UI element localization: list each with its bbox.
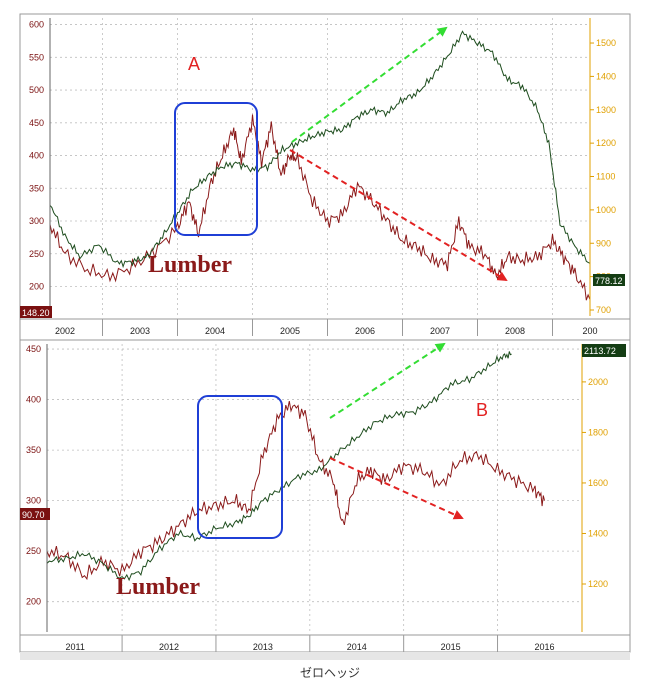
panel-label: B <box>476 400 488 420</box>
x-tick-label: 2012 <box>159 642 179 652</box>
panel-b-frame <box>19 339 631 653</box>
lumber-series-line <box>49 114 591 301</box>
right-tick-label: 1500 <box>596 38 616 48</box>
panel-a-lines <box>49 30 591 301</box>
panel-a-frame <box>19 13 631 341</box>
x-tick-label: 2016 <box>534 642 554 652</box>
panel-b-ticks: 200 250 300 350 400 450 1200 1400 1600 1800 2000 20… <box>20 344 630 652</box>
right-tick-label: 1100 <box>596 172 615 182</box>
left-tick-label: 600 <box>29 20 44 30</box>
x-tick-label: 2004 <box>205 326 225 336</box>
last-value-right: 2113.72 <box>584 346 616 356</box>
panel-a-grid <box>50 18 590 316</box>
last-value-badge-right <box>593 274 625 286</box>
right-tick-label: 2000 <box>588 377 608 387</box>
x-tick-label: 2006 <box>355 326 375 336</box>
last-value-right: 778.12 <box>595 276 623 286</box>
last-value-badge-left <box>20 508 50 520</box>
x-tick-label: 2007 <box>430 326 450 336</box>
right-tick-label: 900 <box>596 238 611 248</box>
x-tick-label: 2015 <box>441 642 461 652</box>
left-tick-label: 400 <box>26 395 41 405</box>
up-trend-arrow <box>329 342 446 419</box>
right-tick-label: 1400 <box>596 71 616 81</box>
down-trend-arrow <box>289 149 508 282</box>
x-tick-label: 2014 <box>347 642 367 652</box>
right-tick-label: 1200 <box>588 579 608 589</box>
left-tick-label: 300 <box>29 216 44 226</box>
x-tick-label: 2011 <box>65 642 84 652</box>
highlight-box <box>197 395 283 539</box>
panel-b: 200 250 300 350 400 450 1200 1400 1600 1800 2000 20… <box>19 339 631 653</box>
left-tick-label: 550 <box>29 52 44 62</box>
x-tick-label: 200 <box>582 326 597 336</box>
panel-b-annotations: B Lumber 90.70 2113.72 <box>20 342 626 600</box>
caption: ゼロヘッジ <box>299 666 360 680</box>
right-tick-label: 1000 <box>596 205 616 215</box>
right-tick-label: 1800 <box>588 427 608 437</box>
last-value-badge-right <box>582 344 626 357</box>
x-tick-label: 2002 <box>55 326 75 336</box>
right-tick-label: 1400 <box>588 528 608 538</box>
last-value-left: 148.20 <box>22 308 50 318</box>
x-tick-label: 2003 <box>130 326 150 336</box>
panel-a-annotations: A Lumber 148.20 778.12 <box>20 26 625 318</box>
left-tick-label: 350 <box>26 445 41 455</box>
series-label-lumber: Lumber <box>148 252 232 278</box>
left-tick-label: 400 <box>29 151 44 161</box>
x-tick-label: 2013 <box>253 642 273 652</box>
down-trend-arrow <box>329 457 464 520</box>
last-value-badge-left <box>20 306 52 318</box>
highlight-box <box>174 102 258 236</box>
x-tick-label: 2008 <box>505 326 525 336</box>
right-tick-label: 1200 <box>596 138 616 148</box>
bottom-strip <box>20 652 630 660</box>
up-trend-arrow <box>291 26 448 143</box>
last-value-left: 90.70 <box>22 510 45 520</box>
left-tick-label: 200 <box>26 597 41 607</box>
panel-b-grid <box>47 344 582 632</box>
panel-label: A <box>188 54 200 74</box>
index-series-line <box>49 30 591 269</box>
right-tick-label: 1600 <box>588 478 608 488</box>
lumber-series-line <box>46 401 545 581</box>
panel-a-ticks: 2002503003504004505005506007008009001000… <box>20 18 630 336</box>
series-label-lumber: Lumber <box>116 574 200 600</box>
left-tick-label: 250 <box>26 546 41 556</box>
x-tick-label: 2005 <box>280 326 300 336</box>
right-tick-label: 1300 <box>596 105 616 115</box>
panel-a: 2002503003504004505005506007008009001000… <box>19 13 631 341</box>
left-tick-label: 200 <box>29 282 44 292</box>
left-tick-label: 450 <box>26 344 41 354</box>
right-tick-label: 700 <box>596 305 611 315</box>
left-tick-label: 450 <box>29 118 44 128</box>
left-tick-label: 300 <box>26 496 41 506</box>
left-tick-label: 500 <box>29 85 44 95</box>
left-tick-label: 250 <box>29 249 44 259</box>
left-tick-label: 350 <box>29 183 44 193</box>
